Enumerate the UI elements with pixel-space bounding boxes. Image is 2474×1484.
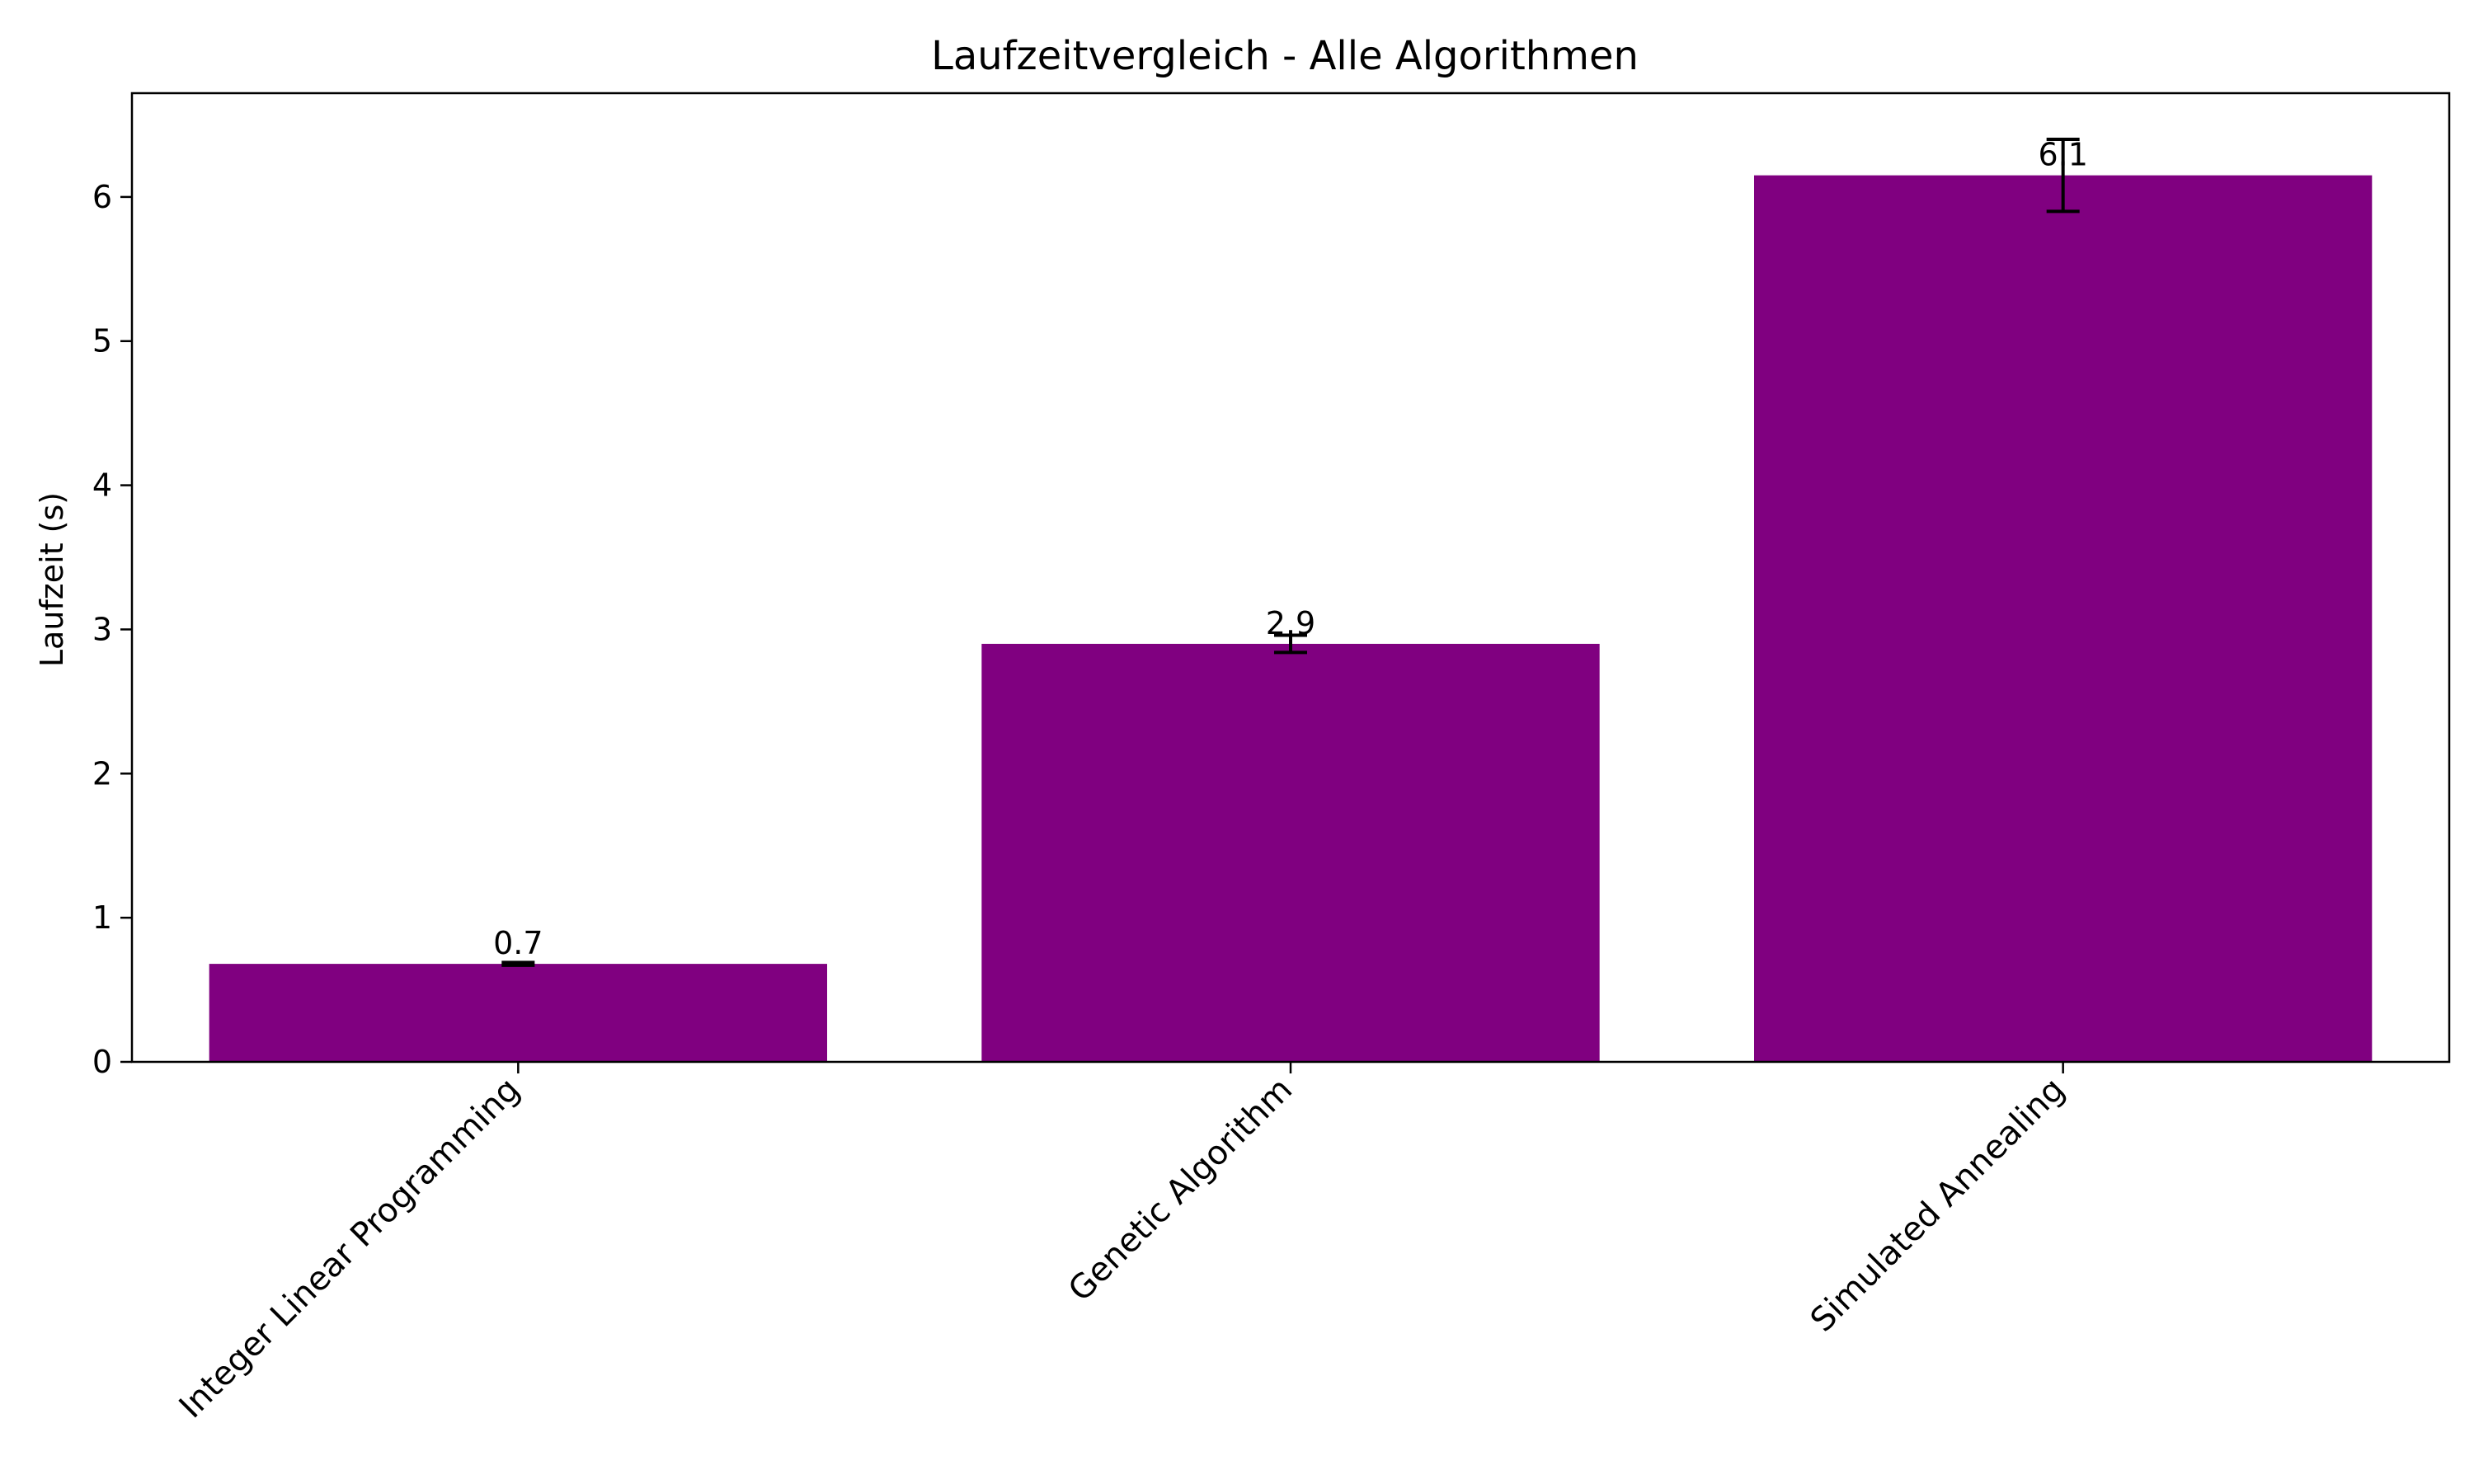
data-label-2: 2.9	[1266, 605, 1315, 641]
y-axis-ticks: 0 1 2 3 4 5 6	[92, 179, 132, 1080]
y-tick-label-1: 1	[92, 899, 112, 936]
data-labels-layer: 0.7 2.9 6.1	[493, 137, 2088, 961]
bars-layer	[209, 175, 2373, 1063]
data-label-3: 6.1	[2038, 137, 2087, 173]
y-tick-label-0: 0	[92, 1044, 112, 1080]
error-bar-2	[1274, 633, 1307, 655]
bar-2	[981, 643, 1600, 1062]
chart-title: Laufzeitvergleich - Alle Algorithmen	[931, 33, 1639, 79]
error-bars-layer	[501, 137, 2080, 967]
y-tick-label-3: 3	[92, 611, 112, 647]
error-bar-1	[501, 960, 535, 967]
y-tick-label-4: 4	[92, 467, 112, 504]
error-bar-3	[2046, 137, 2080, 214]
plot-frame	[130, 92, 2451, 1064]
y-axis-label: Laufzeit (s)	[34, 492, 70, 667]
bar-3	[1754, 175, 2373, 1063]
y-tick-label-2: 2	[92, 755, 112, 791]
y-tick-label-5: 5	[92, 323, 112, 359]
bar-1	[209, 964, 827, 1062]
data-label-1: 0.7	[493, 925, 543, 961]
y-tick-label-6: 6	[92, 179, 112, 215]
